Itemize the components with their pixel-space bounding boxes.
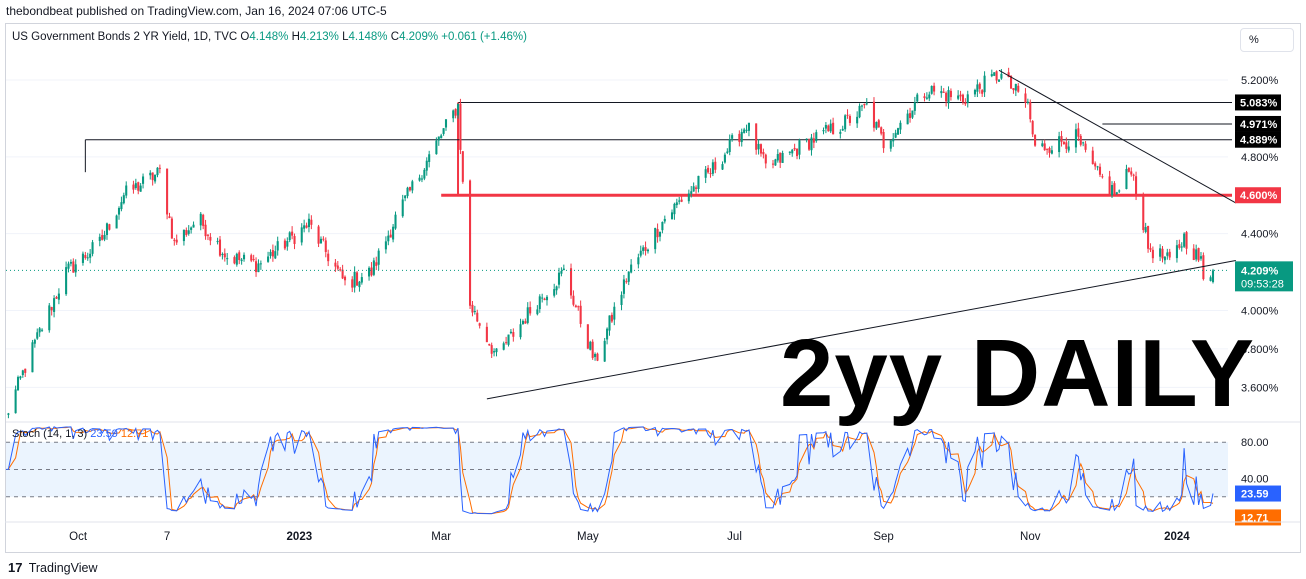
open-value: 4.148% (249, 31, 289, 43)
publisher-line: thebondbeat published on TradingView.com… (6, 4, 387, 18)
open-label: O (240, 31, 250, 43)
low-value: 4.148% (348, 31, 388, 43)
tradingview-logo-icon: 17 (8, 560, 23, 575)
change-value: +0.061 (+1.46%) (441, 31, 527, 43)
chart-frame[interactable] (5, 23, 1301, 553)
percent-scale-button[interactable]: % (1240, 28, 1294, 52)
stoch-title: Stoch (14, 1, 3) (12, 428, 88, 440)
stoch-k-value: 23.59 (90, 428, 118, 440)
stoch-d-value: 12.71 (120, 428, 149, 440)
stoch-legend: Stoch (14, 1, 3) 23.59 12.71 (12, 428, 148, 440)
chart-overlay-title: 2yy DAILY (780, 320, 1256, 427)
close-value: 4.209% (399, 31, 439, 43)
high-label: H (291, 31, 300, 43)
symbol-title: US Government Bonds 2 YR Yield, 1D, TVC (12, 31, 238, 43)
tradingview-footer[interactable]: 17 TradingView (8, 560, 98, 575)
close-label: C (390, 31, 400, 43)
high-value: 4.213% (299, 31, 339, 43)
tradingview-brand: TradingView (28, 561, 98, 575)
low-label: L (342, 31, 349, 43)
symbol-legend: US Government Bonds 2 YR Yield, 1D, TVC … (12, 31, 527, 43)
